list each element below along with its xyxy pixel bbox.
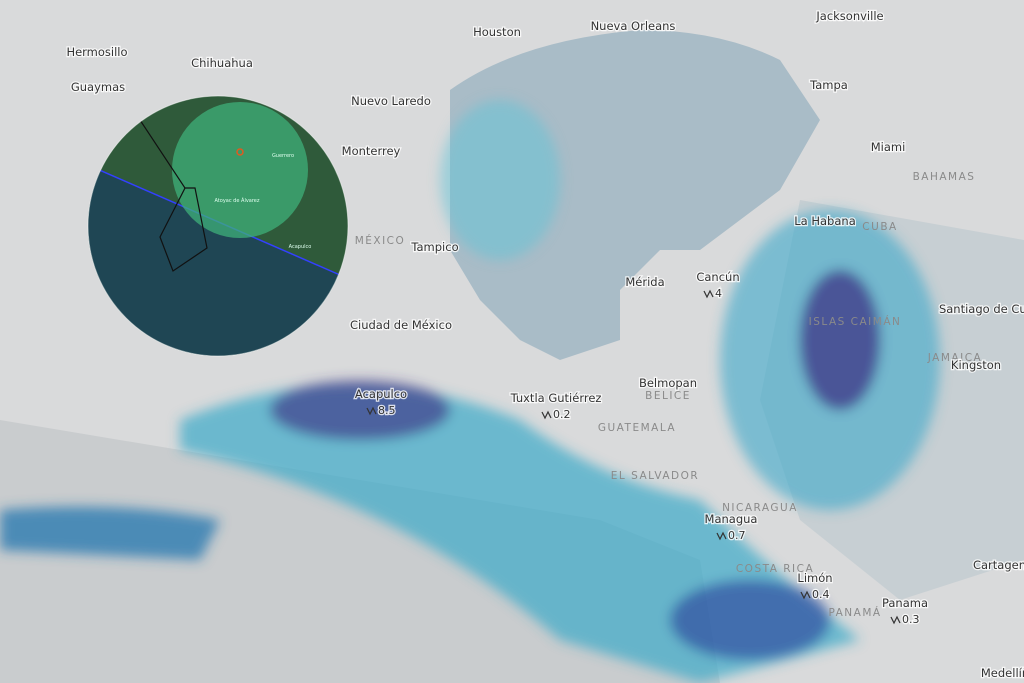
stations: Acapulco 8.5 Tuxtla Gutiérrez 0.2 Cancún 4 Man… xyxy=(354,269,930,628)
city-label: Chihuahua xyxy=(191,56,253,70)
inset-sea xyxy=(88,165,348,356)
country-label: JAMAICA xyxy=(927,352,982,364)
city-label: Nueva Orleans xyxy=(591,19,676,33)
station-name: Acapulco xyxy=(355,387,407,401)
rain-value: 0.4 xyxy=(812,588,830,601)
city-label: Mérida xyxy=(625,275,664,289)
city-label: Medellín xyxy=(981,666,1024,680)
city-label: Kingston xyxy=(951,358,1001,372)
city-label: Monterrey xyxy=(342,144,401,158)
country-label: EL SALVADOR xyxy=(611,470,699,482)
country-label: PANAMÁ xyxy=(828,606,881,619)
inset-label: Atoyac de Álvarez xyxy=(214,197,259,204)
rain-icon xyxy=(366,406,377,416)
station-name: Tuxtla Gutiérrez xyxy=(510,391,602,405)
country-label: BELICE xyxy=(645,390,691,402)
station-name: Limón xyxy=(797,571,832,585)
city-label: Nuevo Laredo xyxy=(351,94,431,108)
rain-icon xyxy=(890,615,901,625)
inset-track xyxy=(139,119,208,272)
rain-layer xyxy=(0,100,940,683)
rain-value: 8.5 xyxy=(378,404,396,417)
city-label: Tampico xyxy=(410,240,458,254)
station-name: Managua xyxy=(705,512,758,526)
inset-label: Guerrero xyxy=(272,153,294,159)
rain-icon xyxy=(800,590,811,600)
city-label: Miami xyxy=(871,140,906,154)
city-label: Ciudad de México xyxy=(350,318,452,332)
inset-zone xyxy=(172,102,308,238)
gulf xyxy=(450,30,820,360)
inset-border xyxy=(87,95,349,357)
country-label: COSTA RICA xyxy=(736,563,814,575)
country-label: GUATEMALA xyxy=(598,422,676,434)
rain-icon xyxy=(703,289,714,299)
country-label: CUBA xyxy=(862,221,897,233)
city-label: Cartagena xyxy=(973,558,1024,572)
map-labels: Hermosillo Guaymas Chihuahua Houston Nueva O… xyxy=(65,8,1024,682)
rain-icon xyxy=(716,531,727,541)
country-label: ISLAS CAIMÁN xyxy=(809,315,902,328)
city-label: Hermosillo xyxy=(66,45,127,59)
rain-value: 0.3 xyxy=(902,613,920,626)
inset-label: Acapulco xyxy=(289,244,312,250)
station-name: Cancún xyxy=(696,270,739,284)
city-label: Santiago de Cuba xyxy=(939,302,1024,316)
city-label: Jacksonville xyxy=(815,9,883,23)
station-name: Panama xyxy=(882,596,928,610)
inset-epicenter xyxy=(236,148,244,156)
rain-icon xyxy=(541,410,552,420)
rain-value: 0.2 xyxy=(553,408,571,421)
city-label: Tampa xyxy=(809,78,848,92)
city-label: La Habana xyxy=(794,214,856,228)
rain-value: 0.7 xyxy=(728,529,746,542)
rain-value: 4 xyxy=(715,287,722,300)
inset: Guerrero Atoyac de Álvarez Acapulco xyxy=(88,96,348,356)
country-label: NICARAGUA xyxy=(722,502,798,514)
city-label: Belmopan xyxy=(639,376,697,390)
country-label: MÉXICO xyxy=(355,234,406,247)
city-label: Guaymas xyxy=(71,80,125,94)
city-label: Houston xyxy=(473,25,521,39)
country-label: BAHAMAS xyxy=(913,171,976,183)
